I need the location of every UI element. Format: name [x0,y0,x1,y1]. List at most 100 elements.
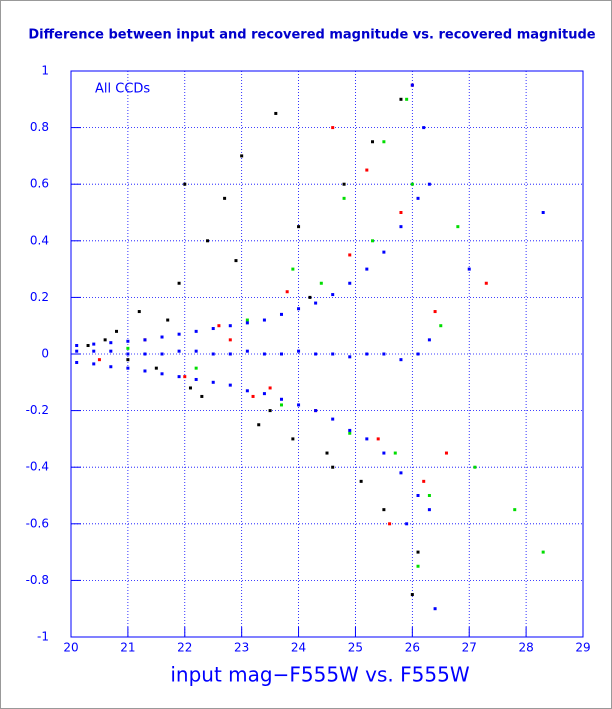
point [160,335,164,339]
point [427,494,431,497]
point [115,329,119,333]
point [399,471,403,475]
point [206,239,210,243]
chart-title: Difference between input and recovered m… [28,28,595,43]
point [297,225,301,229]
point [194,366,198,370]
point [160,372,164,376]
point [223,196,227,200]
point [342,196,346,200]
x-tick-label: 28 [518,641,533,655]
point [331,293,335,297]
point [245,321,249,325]
point [359,479,363,483]
point [279,312,283,316]
point [126,346,130,350]
point [279,352,283,356]
point [297,349,301,353]
point [405,522,409,526]
x-tick-label: 21 [120,641,135,655]
y-tick-label: 0.8 [30,120,49,134]
point [285,290,289,294]
point [348,281,352,285]
point [433,310,437,314]
plot-frame [70,70,584,638]
x-tick-label: 25 [348,641,363,655]
point [86,344,90,348]
point [388,522,392,526]
x-tick-label: 20 [63,641,78,655]
point [365,437,369,441]
point [251,394,255,398]
point [268,409,272,413]
point [325,451,329,455]
point [143,338,147,342]
point [348,431,352,435]
point [399,225,403,229]
point [137,310,141,314]
point [365,168,369,172]
point [183,182,187,186]
point [382,250,386,254]
point [331,352,335,356]
point [126,366,130,370]
point [541,211,545,214]
point [410,182,414,186]
point [92,349,96,353]
point [416,494,420,497]
point [109,365,113,369]
point [291,437,295,441]
point [217,324,221,328]
point [143,352,147,356]
point [188,386,192,390]
point [371,239,375,243]
y-tick-label: -0.6 [26,516,49,530]
point [126,358,130,362]
point [467,267,471,271]
point [541,550,545,554]
point [439,324,443,328]
point [399,97,403,101]
point [92,342,96,346]
point [399,211,403,214]
point [348,428,352,432]
point [314,301,318,305]
point [410,593,414,597]
point [126,352,130,356]
point [177,349,181,353]
point [177,281,181,285]
point [427,508,431,512]
point [427,182,431,186]
point [228,383,232,387]
point [393,451,397,455]
point [376,437,380,441]
point [183,375,187,379]
point [382,508,386,512]
point [262,352,266,356]
point [399,358,403,362]
point [257,423,261,427]
point [279,397,283,401]
point [348,355,352,359]
point [228,352,232,356]
point [97,358,101,362]
point [75,344,79,348]
point [166,318,170,322]
x-tick-label: 29 [575,641,590,655]
point [416,550,420,554]
point [143,369,147,373]
point [279,403,283,407]
point [211,327,215,331]
point [382,352,386,356]
point [456,225,460,229]
x-tick-label: 23 [234,641,249,655]
y-tick-label: -0.8 [26,573,49,587]
point [444,451,448,455]
y-tick-label: 0.4 [30,233,49,247]
y-tick-label: 0.6 [30,177,49,191]
point [103,338,107,342]
point [160,352,164,356]
point [319,281,323,285]
point [416,352,420,356]
